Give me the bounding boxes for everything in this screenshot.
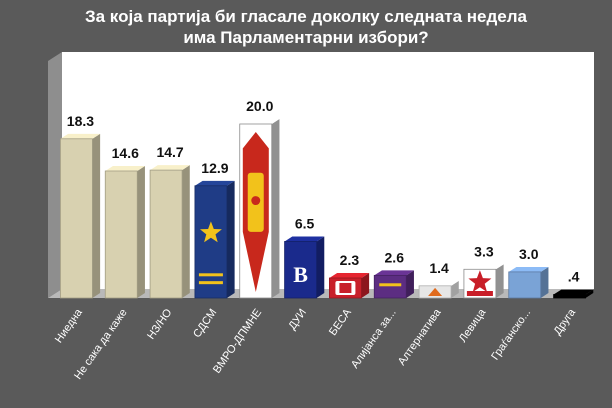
bar-front <box>194 185 228 299</box>
data-label: 3.0 <box>519 246 539 262</box>
data-label: 1.4 <box>429 260 449 276</box>
bar-top <box>194 180 235 186</box>
bar-top <box>60 133 101 139</box>
bars: B <box>60 119 594 299</box>
bar-top <box>150 165 190 171</box>
bar-top <box>374 270 414 276</box>
bar: B <box>284 236 325 299</box>
bar <box>508 266 549 299</box>
bar-side <box>585 289 594 298</box>
bar-front <box>373 274 407 299</box>
bar-side <box>361 273 370 298</box>
chart-title-line-2: има Парламентарни избори? <box>183 28 428 47</box>
bar-side <box>92 133 101 298</box>
bar <box>418 280 459 299</box>
sdsm-star-icon <box>200 221 222 243</box>
data-label: 18.3 <box>67 113 94 129</box>
category-label: Ниедна <box>53 306 85 345</box>
data-label: .4 <box>568 269 580 285</box>
vmro-lion-icon <box>251 196 261 206</box>
data-label: 12.9 <box>201 160 228 176</box>
bar-side <box>540 266 549 298</box>
levica-text-stripe <box>466 291 493 296</box>
category-label: Друга <box>552 306 579 337</box>
bar-side <box>226 180 235 298</box>
category-label: СДСМ <box>191 307 219 340</box>
bar <box>60 133 101 299</box>
bar-front <box>104 170 138 299</box>
bar-side <box>182 165 190 298</box>
category-label: БЕСА <box>327 306 354 338</box>
bar-top <box>329 273 370 278</box>
chart-title-line-1: За која партија би гласале доколку следн… <box>85 7 528 26</box>
levica-star-icon <box>468 270 492 292</box>
data-label: 2.3 <box>340 252 360 268</box>
bar <box>104 166 145 299</box>
bar-top <box>105 166 145 171</box>
bar-side <box>451 280 459 298</box>
bar <box>329 273 370 299</box>
bar-side <box>495 264 504 298</box>
category-label: Граѓанско... <box>489 307 533 363</box>
data-label: 3.3 <box>474 243 494 259</box>
plot-side-wall <box>48 52 62 298</box>
bar <box>373 270 414 299</box>
category-label: Левица <box>457 306 489 345</box>
category-label: Алијанса за... <box>349 307 399 371</box>
sdsm-text-stripe <box>198 273 223 277</box>
bar-front <box>553 294 586 299</box>
alternativa-logo-icon <box>428 287 443 296</box>
category-label: ВМРО-ДПМНЕ <box>211 307 264 376</box>
category-label: НЗ/НО <box>145 306 175 341</box>
besa-logo-mark <box>339 282 352 293</box>
bar-top <box>239 119 280 124</box>
bar <box>149 165 190 299</box>
bar-front <box>508 271 542 299</box>
bar-top <box>553 289 594 295</box>
category-label: Алтернатива <box>396 306 444 368</box>
bar-top <box>508 266 549 272</box>
bar-top <box>419 280 459 286</box>
data-label: 20.0 <box>246 98 273 114</box>
bar-top <box>284 236 325 242</box>
bar <box>553 289 594 299</box>
data-label: 14.6 <box>112 145 139 161</box>
category-label: ДУИ <box>286 307 309 332</box>
bar-side <box>137 166 145 298</box>
bar <box>194 180 235 299</box>
dui-logo-icon: B <box>293 262 308 287</box>
bar-front <box>60 138 93 299</box>
bar-side <box>406 270 414 298</box>
bar-front <box>284 241 317 299</box>
bar-front <box>149 169 183 299</box>
alijansa-logo-icon <box>379 283 402 287</box>
data-label: 14.7 <box>156 144 183 160</box>
bar-side <box>316 236 325 298</box>
bar-top <box>463 264 504 270</box>
bar-side <box>271 119 280 298</box>
sdsm-text-stripe-2 <box>198 281 223 285</box>
data-label: 2.6 <box>385 249 405 265</box>
bar <box>239 119 280 299</box>
data-label: 6.5 <box>295 216 315 232</box>
bar <box>463 264 504 299</box>
